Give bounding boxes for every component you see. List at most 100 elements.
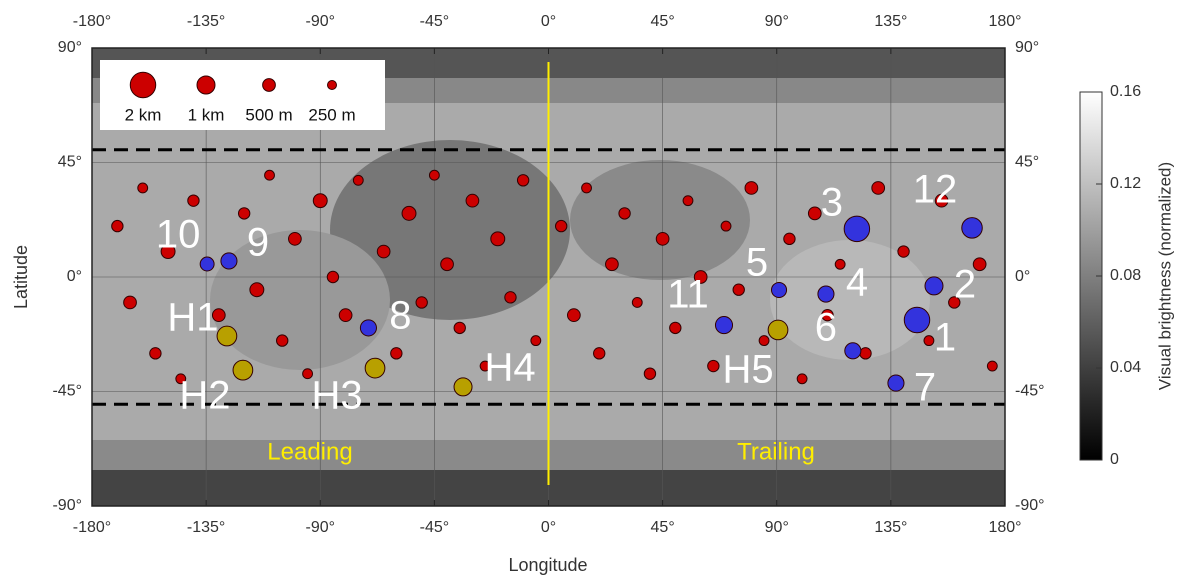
- x-tick-label-top: 90°: [765, 13, 789, 30]
- point-label: H2: [179, 374, 230, 418]
- point: [567, 309, 580, 322]
- colorbar-tick-label: 0: [1110, 451, 1119, 468]
- point: [632, 298, 642, 308]
- legend-label: 2 km: [125, 105, 162, 124]
- point: [505, 292, 516, 303]
- point: [466, 194, 479, 207]
- point: [138, 183, 148, 193]
- point: [124, 296, 137, 309]
- point: [250, 283, 264, 297]
- y-tick-label-right: -45°: [1015, 383, 1045, 400]
- point-label: H3: [311, 374, 362, 418]
- point: [656, 232, 669, 245]
- point: [233, 360, 253, 380]
- point: [150, 348, 161, 359]
- point-label: 8: [389, 293, 411, 337]
- point: [491, 232, 505, 246]
- point: [327, 271, 338, 282]
- point-label: 2: [954, 262, 976, 306]
- point: [353, 175, 363, 185]
- point: [112, 220, 123, 231]
- x-tick-label: 90°: [765, 519, 789, 536]
- point-label: 6: [815, 305, 837, 349]
- point-label: 9: [247, 221, 269, 265]
- point: [265, 170, 275, 180]
- x-tick-label: -90°: [305, 519, 335, 536]
- point: [277, 335, 288, 346]
- point: [238, 208, 249, 219]
- point: [188, 195, 199, 206]
- point: [441, 258, 454, 271]
- point: [925, 277, 943, 295]
- legend-label: 250 m: [308, 105, 355, 124]
- y-tick-label-right: 90°: [1015, 39, 1039, 56]
- point: [715, 317, 732, 334]
- y-tick-label: 45°: [58, 154, 82, 171]
- y-tick-label: 90°: [58, 39, 82, 56]
- point: [365, 358, 385, 378]
- point-label: H5: [722, 347, 773, 391]
- y-tick-label-right: -90°: [1015, 497, 1045, 514]
- point: [835, 259, 845, 269]
- point: [898, 246, 909, 257]
- point: [221, 253, 237, 269]
- point: [339, 309, 352, 322]
- point: [759, 336, 769, 346]
- point: [708, 360, 719, 371]
- point: [619, 208, 630, 219]
- point: [845, 343, 861, 359]
- point: [217, 326, 237, 346]
- point-label: H4: [484, 345, 535, 389]
- point: [391, 348, 402, 359]
- legend-marker: [197, 76, 215, 94]
- x-tick-label-top: 45°: [651, 13, 675, 30]
- point: [531, 336, 541, 346]
- point: [797, 374, 807, 384]
- point-label: 12: [913, 167, 958, 211]
- y-tick-label: -90°: [52, 497, 82, 514]
- x-tick-label: -45°: [420, 519, 450, 536]
- point: [644, 368, 655, 379]
- point: [555, 220, 566, 231]
- point: [924, 336, 934, 346]
- point-label: 11: [667, 273, 709, 317]
- point-label: 5: [746, 241, 768, 285]
- y-tick-label: -45°: [52, 383, 82, 400]
- x-tick-label: 0°: [541, 519, 556, 536]
- colorbar-tick-label: 0.04: [1110, 359, 1141, 376]
- point: [987, 361, 997, 371]
- point: [904, 307, 929, 332]
- x-tick-label-top: -180°: [73, 13, 111, 30]
- x-tick-label: 45°: [651, 519, 675, 536]
- point: [818, 286, 834, 302]
- x-tick-label: -180°: [73, 519, 111, 536]
- point: [594, 348, 605, 359]
- point-label: H1: [167, 296, 218, 340]
- point: [745, 182, 758, 195]
- colorbar-tick-label: 0.12: [1110, 175, 1141, 192]
- colorbar-tick-label: 0.08: [1110, 267, 1141, 284]
- x-tick-label: 135°: [874, 519, 907, 536]
- x-tick-label: 180°: [988, 519, 1021, 536]
- point: [517, 175, 528, 186]
- x-axis-label: Longitude: [508, 555, 587, 575]
- point: [860, 348, 871, 359]
- point: [670, 322, 681, 333]
- point: [784, 233, 795, 244]
- legend-marker: [263, 79, 276, 92]
- y-tick-label: 0°: [67, 268, 82, 285]
- point: [313, 194, 327, 208]
- point: [721, 221, 731, 231]
- y-tick-label-right: 0°: [1015, 268, 1030, 285]
- point-label: 3: [821, 180, 843, 224]
- x-tick-label-top: 0°: [541, 13, 556, 30]
- point: [360, 320, 376, 336]
- x-tick-label-top: -90°: [305, 13, 335, 30]
- x-tick-label: -135°: [187, 519, 225, 536]
- point: [733, 284, 744, 295]
- point: [768, 320, 788, 340]
- point: [683, 196, 693, 206]
- annotation: Trailing: [737, 438, 815, 465]
- point: [289, 232, 302, 245]
- point: [772, 282, 787, 297]
